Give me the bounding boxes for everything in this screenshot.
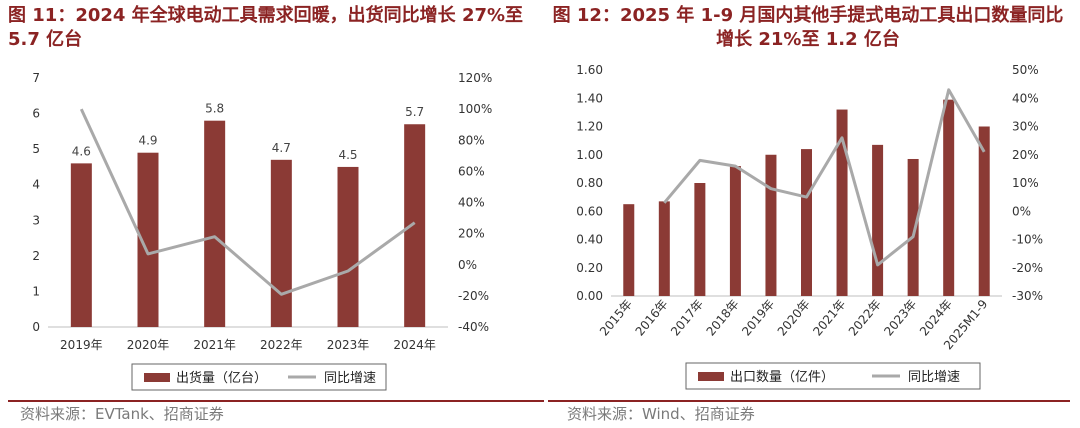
left-bar <box>337 166 359 327</box>
left-y2-tick: -40% <box>458 320 489 334</box>
right-bar <box>836 109 848 296</box>
right-y-tick: 0.80 <box>576 176 603 190</box>
right-y-tick: 0.40 <box>576 233 603 247</box>
left-legend-bar-label: 出货量（亿台） <box>176 370 267 386</box>
right-source-note: 资料来源：Wind、招商证券 <box>567 405 755 423</box>
left-x-tick: 2024年 <box>393 338 436 352</box>
left-y-tick: 4 <box>32 178 40 192</box>
left-legend-bar-swatch <box>144 373 170 382</box>
right-bar <box>801 149 812 296</box>
right-chart-title: 图 12：2025 年 1-9 月国内其他手提式电动工具出口数量同比增长 21%… <box>552 5 1064 50</box>
left-x-tick: 2023年 <box>327 338 370 352</box>
right-x-tick: 2021年 <box>810 297 848 339</box>
left-x-tick: 2021年 <box>193 338 236 352</box>
right-legend-bar-label: 出口数量（亿件） <box>730 370 834 385</box>
left-chart-title: 图 11：2024 年全球电动工具需求回暖，出货同比增长 27%至 5.7 亿台 <box>8 5 524 50</box>
left-y2-tick: 20% <box>458 227 485 241</box>
left-y-tick: 0 <box>32 320 40 334</box>
left-legend-line-label: 同比增速 <box>324 371 376 386</box>
left-x-tick: 2022年 <box>260 338 303 352</box>
right-bar <box>765 154 777 296</box>
left-bar <box>137 152 159 327</box>
left-bar-label: 4.5 <box>338 148 357 162</box>
left-y2-tick: 100% <box>458 102 492 116</box>
left-y2-tick: 40% <box>458 196 485 210</box>
left-x-tick: 2019年 <box>60 338 103 352</box>
left-y2-tick: 60% <box>458 164 485 178</box>
right-y2-tick: 10% <box>1012 176 1039 190</box>
right-x-tick: 2019年 <box>739 297 777 339</box>
left-bar <box>70 163 92 327</box>
left-x-tick: 2020年 <box>127 338 170 352</box>
right-growth-line <box>663 88 986 267</box>
left-y-tick: 5 <box>32 142 40 156</box>
right-bar <box>658 201 670 296</box>
left-y2-tick: 80% <box>458 133 485 147</box>
left-source-note: 资料来源：EVTank、招商证券 <box>20 405 224 423</box>
right-chart: 0.00 0.20 0.40 0.60 0.80 1.00 1.20 1.40 1.60 -30%… <box>576 63 1043 390</box>
right-source-divider <box>548 400 1070 402</box>
left-y2-tick: 0% <box>458 258 477 272</box>
left-y-tick: 7 <box>32 71 40 85</box>
right-bar <box>978 126 990 296</box>
right-bar <box>943 99 955 296</box>
left-bar-label: 4.7 <box>272 141 291 155</box>
right-y-tick: 1.40 <box>576 91 603 105</box>
left-chart: 0 1 2 3 4 5 6 7 -40% -20% 0% 20% 40% 60% 80% 100% 120% 4.… <box>32 71 492 391</box>
left-bar <box>270 159 292 327</box>
right-x-tick: 2017年 <box>668 297 706 339</box>
left-bar <box>404 124 426 327</box>
right-y2-tick: 50% <box>1012 63 1039 77</box>
right-x-tick: 2016年 <box>633 297 671 339</box>
right-legend-bar-swatch <box>698 372 724 381</box>
right-y2-tick: -10% <box>1012 233 1043 247</box>
left-bar-label: 4.9 <box>138 134 157 148</box>
right-y-tick: 1.00 <box>576 148 603 162</box>
right-y2-tick: -30% <box>1012 289 1043 303</box>
right-x-tick: 2022年 <box>846 297 884 339</box>
right-y-tick: 1.20 <box>576 120 603 134</box>
right-bar <box>907 158 919 296</box>
right-y-tick: 1.60 <box>576 63 603 77</box>
left-growth-line <box>79 108 416 296</box>
left-bar-label: 4.6 <box>72 144 91 158</box>
left-legend-box <box>131 363 387 391</box>
left-y2-tick: 120% <box>458 71 492 85</box>
left-y-tick: 2 <box>32 249 40 263</box>
right-y2-tick: -20% <box>1012 261 1043 275</box>
left-y-tick: 1 <box>32 284 40 298</box>
right-y2-tick: 40% <box>1012 91 1039 105</box>
right-bar <box>694 183 706 296</box>
left-bar-label: 5.7 <box>405 105 424 119</box>
left-y-tick: 6 <box>32 107 40 121</box>
right-legend-box <box>685 362 981 390</box>
right-y2-tick: 30% <box>1012 120 1039 134</box>
right-x-tick: 2018年 <box>704 297 742 339</box>
right-x-tick: 2020年 <box>775 297 813 339</box>
left-y-tick: 3 <box>32 213 40 227</box>
right-bar <box>872 144 884 296</box>
right-bar <box>729 166 741 296</box>
right-y2-tick: 20% <box>1012 148 1039 162</box>
right-y-tick: 0.20 <box>576 261 603 275</box>
right-y2-tick: 0% <box>1012 204 1031 218</box>
right-x-tick: 2015年 <box>597 297 635 339</box>
right-x-tick: 2023年 <box>881 297 919 339</box>
right-bar <box>623 204 635 296</box>
right-legend-line-label: 同比增速 <box>908 370 960 385</box>
left-source-divider <box>8 400 544 402</box>
left-bar-label: 5.8 <box>205 102 224 116</box>
right-y-tick: 0.60 <box>576 204 603 218</box>
left-bar <box>204 120 226 327</box>
left-y2-tick: -20% <box>458 289 489 303</box>
right-y-tick: 0.00 <box>576 289 603 303</box>
